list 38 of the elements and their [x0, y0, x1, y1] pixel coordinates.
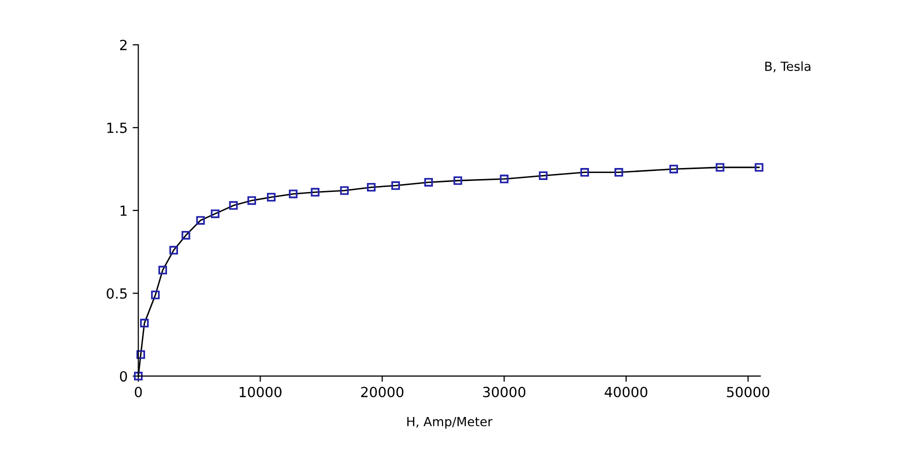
point [158, 266, 168, 274]
point [169, 246, 178, 255]
x-tick-label: 20000 [361, 386, 404, 398]
point [288, 190, 298, 198]
x-tick-label: 40000 [604, 386, 648, 398]
point [247, 196, 256, 205]
point [151, 290, 160, 300]
y-axis-title: B, Tesla [765, 61, 810, 72]
point [136, 350, 146, 359]
y-tick-label: 0.5 [106, 288, 127, 299]
y-tick-label: 1 [120, 206, 127, 216]
point [614, 168, 624, 177]
point [538, 171, 548, 180]
point [210, 209, 220, 218]
point [500, 174, 508, 184]
point [229, 201, 238, 210]
point [140, 318, 149, 328]
x-tick-label: 10000 [240, 386, 282, 398]
x-tick-label: 50000 [727, 386, 770, 398]
point [266, 192, 276, 202]
point [310, 188, 320, 197]
point [580, 168, 589, 177]
point [424, 178, 433, 187]
point [716, 163, 724, 172]
x-tick-label: 0 [134, 386, 142, 398]
y-tick-label: 0 [120, 371, 127, 382]
point [669, 164, 678, 174]
y-tick-label: 1.5 [107, 122, 127, 134]
point [454, 176, 462, 185]
y-tick-label: 2 [120, 40, 127, 50]
point [391, 181, 400, 190]
point [754, 163, 764, 172]
x-axis-title: H, Amp/Meter [407, 417, 493, 429]
point [340, 186, 349, 195]
point [196, 216, 205, 225]
x-tick-label: 30000 [483, 386, 526, 398]
point [182, 230, 190, 240]
point [366, 182, 376, 192]
